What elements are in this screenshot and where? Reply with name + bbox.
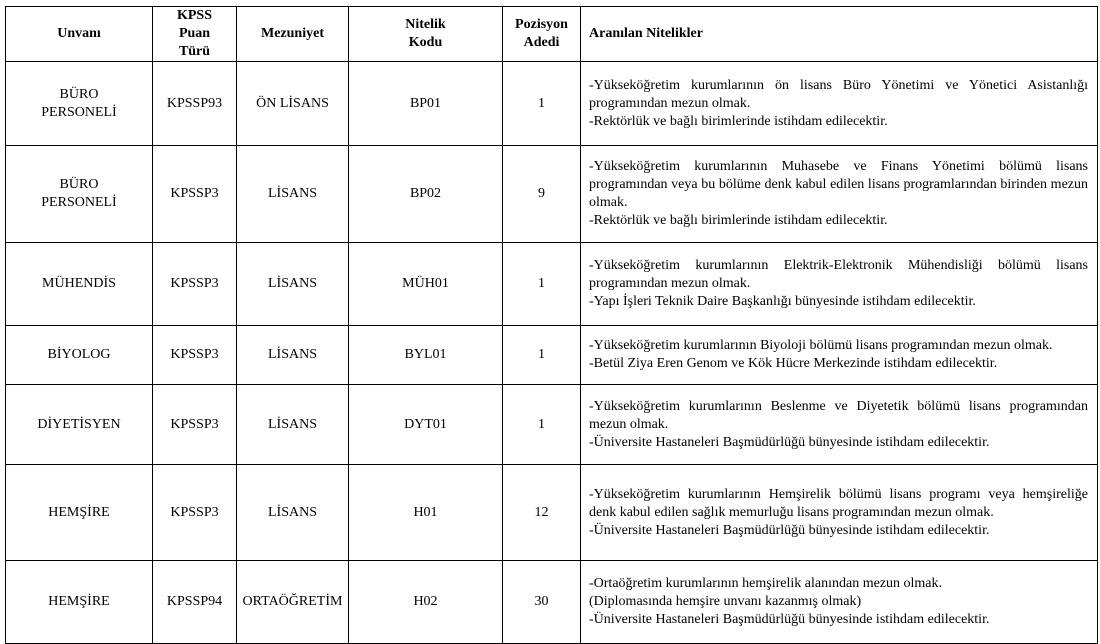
- unvan-cell: BÜRO PERSONELİ: [5, 145, 153, 243]
- nitelik-line: -Yükseköğretim kurumlarının Hemşirelik b…: [589, 486, 1088, 520]
- kod-cell: H01: [348, 464, 503, 561]
- nitelikler-cell: -Yükseköğretim kurumlarının ön lisans Bü…: [580, 61, 1098, 146]
- kpss-cell: KPSSP93: [152, 61, 237, 146]
- nitelik-line: -Yapı İşleri Teknik Daire Başkanlığı bün…: [589, 294, 976, 309]
- mezuniyet-cell: LİSANS: [236, 384, 349, 465]
- nitelik-line: -Üniversite Hastaneleri Başmüdürlüğü bün…: [589, 434, 990, 450]
- adet-cell: 12: [502, 464, 581, 561]
- nitelik-line: -Rektörlük ve bağlı birimlerinde istihda…: [589, 113, 888, 129]
- adet-cell: 30: [502, 560, 581, 644]
- header-nitelikler: Aranılan Nitelikler: [580, 6, 1098, 62]
- adet-cell: 1: [502, 61, 581, 146]
- header-kpss: KPSS Puan Türü: [152, 6, 237, 62]
- adet-cell: 1: [502, 242, 581, 326]
- nitelik-line: -Üniversite Hastaneleri Başmüdürlüğü bün…: [589, 612, 990, 627]
- header-unvan: Unvanı: [5, 6, 153, 62]
- nitelik-line: (Diplomasında hemşire unvanı kazanmış ol…: [589, 594, 862, 609]
- nitelik-line: -Ortaöğretim kurumlarının hemşirelik ala…: [589, 576, 943, 591]
- mezuniyet-cell: LİSANS: [236, 464, 349, 561]
- positions-table: Unvanı KPSS Puan Türü Mezuniyet Nitelik …: [5, 6, 1098, 644]
- table-row: BİYOLOG KPSSP3 LİSANS BYL01 1 -Yükseköğretim …: [5, 325, 1098, 385]
- kod-cell: BP02: [348, 145, 503, 243]
- kod-cell: BP01: [348, 61, 503, 146]
- nitelikler-cell: -Yükseköğretim kurumlarının Beslenme ve …: [580, 384, 1098, 465]
- nitelik-line: -Üniversite Hastaneleri Başmüdürlüğü bün…: [589, 522, 990, 538]
- table-row: HEMŞİRE KPSSP94 ORTAÖĞRETİM H02 30 -Ortaöğret…: [5, 560, 1098, 644]
- unvan-cell: HEMŞİRE: [5, 464, 153, 561]
- nitelik-line: -Yükseköğretim kurumlarının ön lisans Bü…: [589, 77, 1088, 111]
- nitelikler-cell: -Yükseköğretim kurumlarının Hemşirelik b…: [580, 464, 1098, 561]
- kod-cell: MÜH01: [348, 242, 503, 326]
- header-kod: Nitelik Kodu: [348, 6, 503, 62]
- kpss-cell: KPSSP94: [152, 560, 237, 644]
- mezuniyet-cell: ORTAÖĞRETİM: [236, 560, 349, 644]
- header-mezuniyet: Mezuniyet: [236, 6, 349, 62]
- header-adet: Pozisyon Adedi: [502, 6, 581, 62]
- nitelik-line: -Rektörlük ve bağlı birimlerinde istihda…: [589, 213, 888, 228]
- table-row: BÜRO PERSONELİ KPSSP3 LİSANS BP02 9 -Yükseköğ…: [5, 145, 1098, 243]
- mezuniyet-cell: LİSANS: [236, 242, 349, 326]
- unvan-cell: BÜRO PERSONELİ: [5, 61, 153, 146]
- kod-cell: H02: [348, 560, 503, 644]
- kpss-cell: KPSSP3: [152, 242, 237, 326]
- kpss-cell: KPSSP3: [152, 325, 237, 385]
- unvan-cell: HEMŞİRE: [5, 560, 153, 644]
- nitelikler-cell: -Yükseköğretim kurumlarının Muhasebe ve …: [580, 145, 1098, 243]
- nitelikler-cell: -Yükseköğretim kurumlarının Biyoloji böl…: [580, 325, 1098, 385]
- table-row: BÜRO PERSONELİ KPSSP93 ÖN LİSANS BP01 1 -Yüks…: [5, 61, 1098, 146]
- mezuniyet-cell: ÖN LİSANS: [236, 61, 349, 146]
- kpss-cell: KPSSP3: [152, 145, 237, 243]
- kod-cell: DYT01: [348, 384, 503, 465]
- unvan-cell: DİYETİSYEN: [5, 384, 153, 465]
- adet-cell: 9: [502, 145, 581, 243]
- table-row: DİYETİSYEN KPSSP3 LİSANS DYT01 1 -Yükseköğret…: [5, 384, 1098, 465]
- mezuniyet-cell: LİSANS: [236, 325, 349, 385]
- unvan-cell: BİYOLOG: [5, 325, 153, 385]
- nitelik-line: -Yükseköğretim kurumlarının Beslenme ve …: [589, 398, 1088, 432]
- kpss-cell: KPSSP3: [152, 464, 237, 561]
- nitelik-line: -Yükseköğretim kurumlarının Muhasebe ve …: [589, 159, 1088, 210]
- nitelikler-cell: -Ortaöğretim kurumlarının hemşirelik ala…: [580, 560, 1098, 644]
- table-row: MÜHENDİS KPSSP3 LİSANS MÜH01 1 -Yükseköğretim…: [5, 242, 1098, 326]
- unvan-cell: MÜHENDİS: [5, 242, 153, 326]
- nitelik-line: -Yükseköğretim kurumlarının Elektrik-Ele…: [589, 258, 1088, 291]
- mezuniyet-cell: LİSANS: [236, 145, 349, 243]
- kod-cell: BYL01: [348, 325, 503, 385]
- adet-cell: 1: [502, 325, 581, 385]
- table-row: HEMŞİRE KPSSP3 LİSANS H01 12 -Yükseköğretim k…: [5, 464, 1098, 561]
- header-row: Unvanı KPSS Puan Türü Mezuniyet Nitelik …: [5, 6, 1098, 62]
- kpss-cell: KPSSP3: [152, 384, 237, 465]
- nitelik-line: -Betül Ziya Eren Genom ve Kök Hücre Merk…: [589, 356, 998, 371]
- adet-cell: 1: [502, 384, 581, 465]
- nitelikler-cell: -Yükseköğretim kurumlarının Elektrik-Ele…: [580, 242, 1098, 326]
- nitelik-line: -Yükseköğretim kurumlarının Biyoloji böl…: [589, 338, 1053, 353]
